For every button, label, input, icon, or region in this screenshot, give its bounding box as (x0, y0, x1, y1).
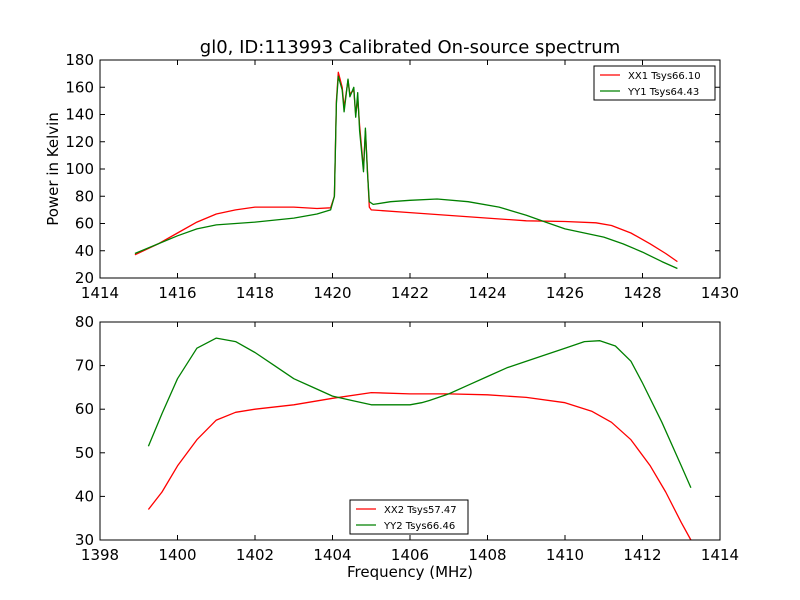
bottom-series-line-xx (147, 391, 692, 541)
bottom-legend-box (349, 499, 469, 535)
bottom-ytick-label: 70 (75, 357, 94, 375)
top-ytick-label: 100 (65, 160, 94, 178)
bottom-plot-ticks: 1398 1400 1402 1404 1406 1408 1410 1412 1414 30 40… (75, 313, 739, 564)
bottom-xtick-label: 1402 (236, 546, 274, 564)
figure-title: gl0, ID:113993 Calibrated On-source spec… (200, 37, 620, 58)
bottom-ytick-label: 30 (75, 531, 94, 549)
bottom-plot-frame (99, 321, 721, 541)
top-ytick-label: 160 (65, 78, 94, 96)
bottom-ytick-label: 50 (75, 444, 94, 462)
top-ytick-label: 80 (75, 187, 94, 205)
bottom-series-line-yy (147, 337, 692, 488)
bottom-xtick-label: 1406 (391, 546, 429, 564)
bottom-xtick-label: 1398 (81, 546, 119, 564)
bottom-ytick-label: 80 (75, 313, 94, 331)
top-plot-frame (99, 59, 721, 279)
top-ytick-label: 120 (65, 133, 94, 151)
bottom-xtick-label: 1410 (546, 546, 584, 564)
top-plot-ylabel: Power in Kelvin (44, 112, 62, 226)
top-legend-box (593, 65, 716, 101)
top-ytick-label: 20 (75, 269, 94, 287)
top-ytick-label: 180 (65, 51, 94, 69)
bottom-plot-xlabel: Frequency (MHz) (347, 563, 473, 581)
top-xtick-label: 1426 (546, 284, 584, 302)
top-xtick-label: 1430 (701, 284, 739, 302)
top-ytick-label: 140 (65, 106, 94, 124)
top-xtick-label: 1428 (623, 284, 661, 302)
top-legend-label: XX1 Tsys66.10 (628, 71, 701, 82)
bottom-plot-series (147, 337, 692, 541)
top-ytick-label: 60 (75, 215, 94, 233)
bottom-legend-label: XX2 Tsys57.47 (384, 505, 457, 516)
bottom-xtick-label: 1404 (313, 546, 351, 564)
bottom-legend-label: YY2 Tsys66.46 (383, 521, 455, 532)
top-plot-series (134, 71, 678, 270)
top-spectrum-plot: 1414 1416 1418 1420 1422 1424 1426 1428 1430 20 40… (44, 51, 739, 302)
top-series-line-yy (134, 75, 678, 270)
bottom-xtick-label: 1400 (158, 546, 196, 564)
bottom-xtick-label: 1412 (623, 546, 661, 564)
top-xtick-label: 1414 (81, 284, 119, 302)
top-plot-legend: XX1 Tsys66.10 YY1 Tsys64.43 (593, 65, 716, 101)
top-xtick-label: 1416 (158, 284, 196, 302)
bottom-ytick-label: 60 (75, 400, 94, 418)
top-plot-ticks: 1414 1416 1418 1420 1422 1424 1426 1428 1430 20 40… (65, 51, 739, 302)
top-xtick-label: 1418 (236, 284, 274, 302)
top-ytick-label: 40 (75, 242, 94, 260)
top-xtick-label: 1422 (391, 284, 429, 302)
bottom-spectrum-plot: 1398 1400 1402 1404 1406 1408 1410 1412 1414 30 40… (75, 313, 739, 581)
bottom-xtick-label: 1414 (701, 546, 739, 564)
top-legend-label: YY1 Tsys64.43 (627, 87, 699, 98)
top-xtick-label: 1420 (313, 284, 351, 302)
bottom-plot-legend: XX2 Tsys57.47 YY2 Tsys66.46 (349, 499, 469, 535)
bottom-xtick-label: 1408 (468, 546, 506, 564)
bottom-ytick-label: 40 (75, 487, 94, 505)
top-xtick-label: 1424 (468, 284, 506, 302)
